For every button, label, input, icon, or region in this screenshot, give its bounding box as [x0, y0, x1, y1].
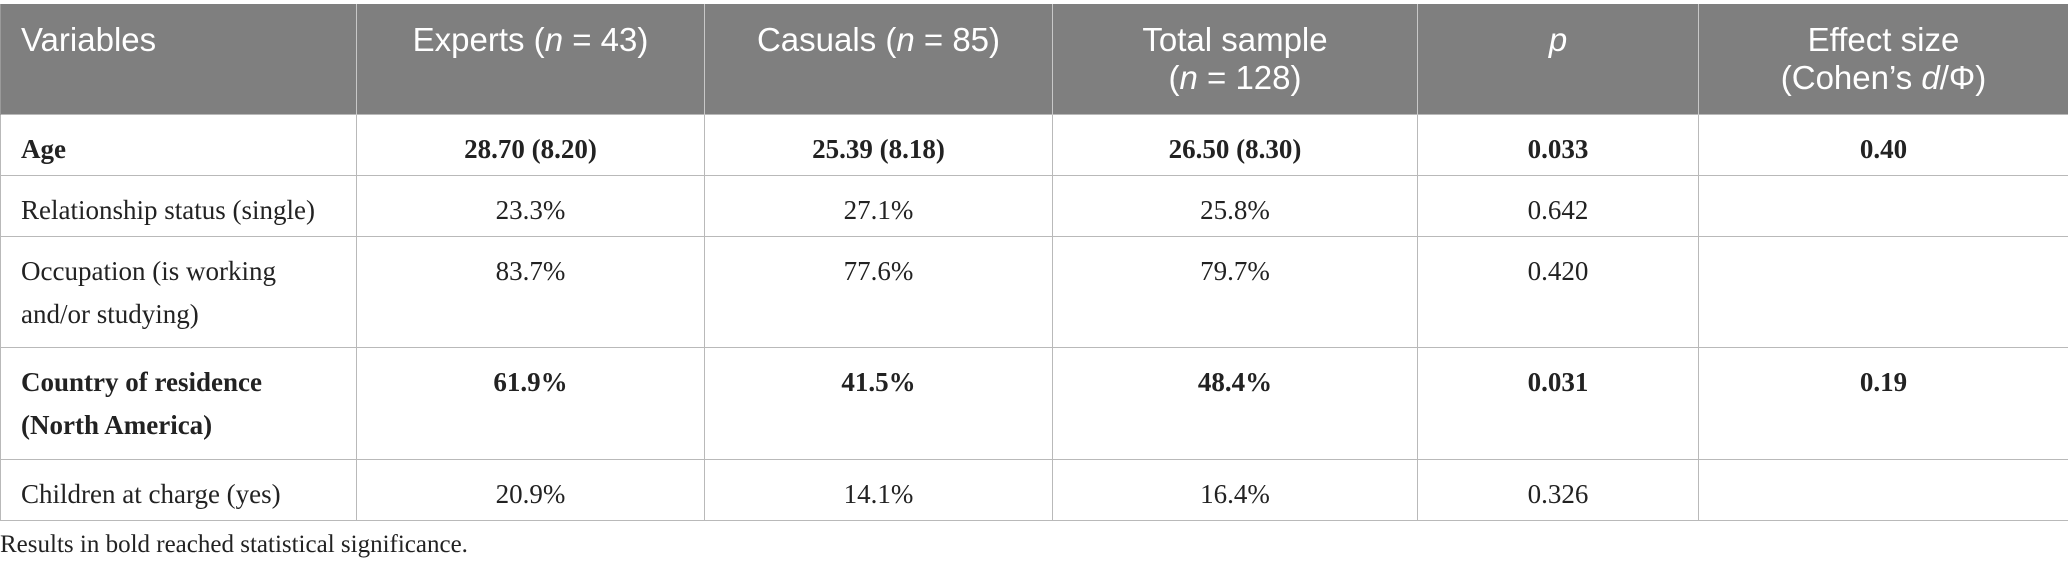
- header-casuals-n: n: [896, 21, 915, 58]
- cell-casuals: 41.5%: [704, 346, 1053, 460]
- cell-experts: 83.7%: [356, 235, 705, 348]
- cell-experts: 20.9%: [356, 458, 705, 521]
- header-variables: Variables: [0, 4, 357, 114]
- header-effect-phi: /Φ): [1939, 59, 1987, 96]
- cell-effect: [1698, 458, 2068, 521]
- cell-experts: 61.9%: [356, 346, 705, 460]
- cell-total: 16.4%: [1052, 458, 1418, 521]
- cell-p: 0.642: [1417, 174, 1699, 237]
- table-container: Variables Experts (n = 43) Casuals (n = …: [0, 4, 2068, 521]
- table-body: Age 28.70 (8.20) 25.39 (8.18) 26.50 (8.30) 0…: [0, 113, 2068, 521]
- header-total: Total sample (n = 128): [1052, 4, 1418, 114]
- cell-p: 0.420: [1417, 235, 1699, 348]
- cell-effect: 0.19: [1698, 346, 2068, 460]
- header-effect: Effect size (Cohen’s d/Φ): [1698, 4, 2068, 114]
- cell-p: 0.031: [1417, 346, 1699, 460]
- cell-variable: Country of residence (North America): [0, 346, 357, 460]
- header-experts: Experts (n = 43): [356, 4, 705, 114]
- cell-total: 79.7%: [1052, 235, 1418, 348]
- header-total-open: (: [1168, 59, 1180, 96]
- header-experts-n: n: [544, 21, 564, 58]
- header-total-count: = 128): [1197, 59, 1302, 96]
- table-header: Variables Experts (n = 43) Casuals (n = …: [0, 4, 2068, 114]
- cell-effect: 0.40: [1698, 113, 2068, 176]
- cell-effect: [1698, 235, 2068, 348]
- header-row: Variables Experts (n = 43) Casuals (n = …: [0, 4, 2068, 114]
- header-experts-count: = 43): [563, 21, 649, 58]
- cell-total: 26.50 (8.30): [1052, 113, 1418, 176]
- header-casuals-label: Casuals (: [756, 21, 897, 58]
- table-row: Country of residence (North America) 61.9…: [0, 346, 2068, 460]
- header-p: p: [1417, 4, 1699, 114]
- cell-variable: Age: [0, 113, 357, 176]
- header-effect-label: Effect size: [1807, 21, 1960, 58]
- cell-casuals: 27.1%: [704, 174, 1053, 237]
- cell-variable: Children at charge (yes): [0, 458, 357, 521]
- header-casuals-count: = 85): [914, 21, 1001, 58]
- cell-total: 48.4%: [1052, 346, 1418, 460]
- table-row: Age 28.70 (8.20) 25.39 (8.18) 26.50 (8.30) 0…: [0, 113, 2068, 176]
- cell-variable: Occupation (is working and/or studying): [0, 235, 357, 348]
- table-row: Occupation (is working and/or studying) 8…: [0, 235, 2068, 348]
- header-experts-label: Experts (: [412, 21, 545, 58]
- header-total-n: n: [1179, 59, 1198, 96]
- cell-experts: 28.70 (8.20): [356, 113, 705, 176]
- cell-experts: 23.3%: [356, 174, 705, 237]
- cell-variable: Relationship status (single): [0, 174, 357, 237]
- header-effect-d: d: [1921, 59, 1940, 96]
- header-p-label: p: [1548, 21, 1568, 58]
- header-variables-label: Variables: [21, 21, 157, 58]
- header-casuals: Casuals (n = 85): [704, 4, 1053, 114]
- cell-casuals: 77.6%: [704, 235, 1053, 348]
- header-total-label: Total sample: [1142, 21, 1328, 58]
- table-row: Relationship status (single) 23.3% 27.1% 25…: [0, 174, 2068, 237]
- cell-casuals: 25.39 (8.18): [704, 113, 1053, 176]
- table-row: Children at charge (yes) 20.9% 14.1% 16.4% 0…: [0, 458, 2068, 521]
- demographics-table: Variables Experts (n = 43) Casuals (n = …: [0, 4, 2068, 521]
- cell-p: 0.033: [1417, 113, 1699, 176]
- table-footnote: Results in bold reached statistical sign…: [0, 531, 468, 558]
- header-effect-cohen: (Cohen’s: [1780, 59, 1922, 96]
- cell-casuals: 14.1%: [704, 458, 1053, 521]
- cell-total: 25.8%: [1052, 174, 1418, 237]
- cell-p: 0.326: [1417, 458, 1699, 521]
- cell-effect: [1698, 174, 2068, 237]
